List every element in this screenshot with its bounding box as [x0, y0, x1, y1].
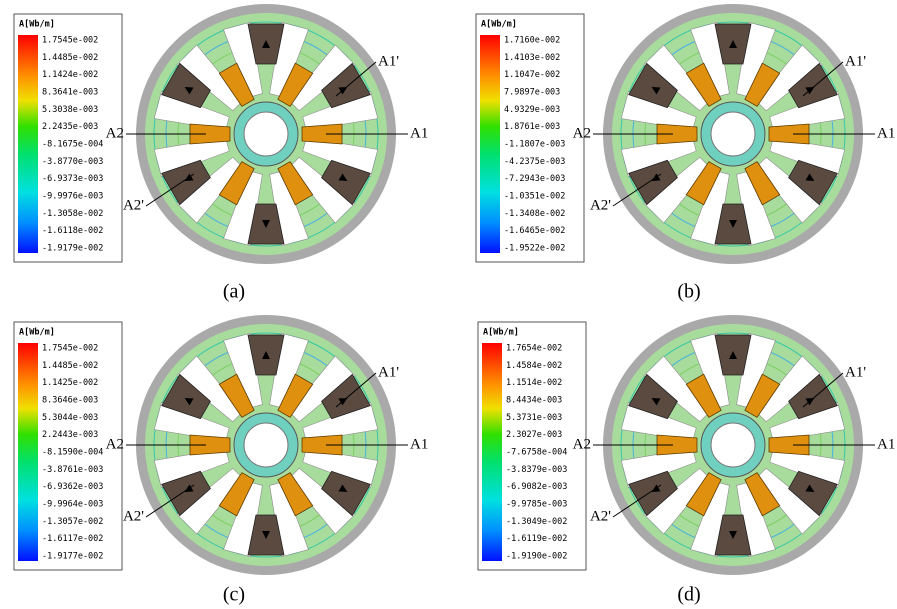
legend-label: -1.3058e-002 — [42, 209, 103, 219]
legend-label: 2.3027e-003 — [506, 430, 562, 440]
legend-label: -6.9082e-003 — [506, 482, 567, 492]
legend-title: A[Wb/m] — [481, 20, 517, 30]
legend-label: -3.8761e-003 — [42, 465, 103, 475]
coil-label: A1 — [410, 125, 428, 141]
legend-label: -3.8770e-003 — [42, 157, 103, 167]
legend-label: -1.3057e-002 — [42, 517, 103, 527]
legend-label: -1.3049e-002 — [506, 517, 567, 527]
colorbar — [482, 343, 502, 561]
caption: (c) — [223, 584, 245, 606]
legend-label: 5.3038e-003 — [42, 105, 98, 115]
legend-label: 4.9329e-003 — [504, 105, 560, 115]
colorbar — [18, 343, 38, 561]
legend-label: 1.4584e-002 — [506, 361, 562, 371]
shaft — [711, 423, 755, 467]
legend-label: 1.7654e-002 — [506, 344, 562, 354]
coil-label: A1' — [845, 53, 866, 69]
panel: A[Wb/m] 1.7654e-002 1.4584e-002 1.1514e-002… — [478, 315, 895, 606]
legend-title: A[Wb/m] — [19, 328, 55, 338]
legend-label: 5.3731e-003 — [506, 413, 562, 423]
legend-label: 1.1047e-002 — [504, 70, 560, 80]
legend-label: 1.7545e-002 — [42, 36, 98, 46]
legend-label: -9.9785e-003 — [506, 500, 567, 510]
legend-title: A[Wb/m] — [483, 328, 519, 338]
legend-label: -1.9522e-002 — [504, 244, 565, 254]
coil-label: A2 — [573, 125, 591, 141]
legend-label: 1.7160e-002 — [504, 36, 560, 46]
legend-label: 1.1514e-002 — [506, 378, 562, 388]
coil-label: A2' — [590, 508, 611, 524]
legend-label: -1.3408e-002 — [504, 209, 565, 219]
caption: (a) — [223, 281, 245, 303]
legend-label: -6.9373e-003 — [42, 174, 103, 184]
legend-label: 1.7545e-002 — [42, 344, 98, 354]
coil-label: A2 — [573, 436, 591, 452]
legend-label: -1.6465e-002 — [504, 226, 565, 236]
coil-label: A2' — [123, 197, 144, 213]
legend-label: 2.2435e-003 — [42, 122, 98, 132]
legend-label: -1.9179e-002 — [42, 244, 103, 254]
legend-label: -1.6119e-002 — [506, 534, 567, 544]
caption: (b) — [677, 281, 700, 303]
colorbar — [18, 35, 38, 253]
legend-label: 1.4103e-002 — [504, 53, 560, 63]
legend-label: -9.9964e-003 — [42, 500, 103, 510]
legend-label: 8.3641e-003 — [42, 88, 98, 98]
caption: (d) — [677, 584, 700, 606]
shaft — [244, 423, 288, 467]
legend-label: -1.9177e-002 — [42, 552, 103, 562]
coil-label: A1' — [378, 53, 399, 69]
coil-label: A1' — [378, 364, 399, 380]
coil-label: A2' — [123, 508, 144, 524]
legend-label: -1.6117e-002 — [42, 534, 103, 544]
legend-label: 1.8761e-003 — [504, 122, 560, 132]
legend-label: -7.2943e-003 — [504, 174, 565, 184]
coil-label: A2 — [106, 436, 124, 452]
legend-label: 5.3044e-003 — [42, 413, 98, 423]
legend-label: -3.8379e-003 — [506, 465, 567, 475]
panel: A[Wb/m] 1.7160e-002 1.4103e-002 1.1047e-002… — [476, 4, 895, 303]
legend-label: -1.6118e-002 — [42, 226, 103, 236]
coil-label: A1' — [845, 364, 866, 380]
panel: A[Wb/m] 1.7545e-002 1.4485e-002 1.1424e-002… — [14, 4, 428, 303]
colorbar — [480, 35, 500, 253]
legend-label: 8.4434e-003 — [506, 396, 562, 406]
shaft — [244, 112, 288, 156]
legend-title: A[Wb/m] — [19, 20, 55, 30]
legend-label: 7.9897e-003 — [504, 88, 560, 98]
coil-label: A1 — [877, 436, 895, 452]
legend-label: 1.1425e-002 — [42, 378, 98, 388]
legend-label: 2.2443e-003 — [42, 430, 98, 440]
legend-label: -6.9362e-003 — [42, 482, 103, 492]
legend-label: 8.3646e-003 — [42, 396, 98, 406]
legend-label: 1.4485e-002 — [42, 361, 98, 371]
legend-label: 1.4485e-002 — [42, 53, 98, 63]
legend-label: -1.1807e-003 — [504, 140, 565, 150]
legend-label: -7.6758e-004 — [506, 448, 567, 458]
coil-label: A1 — [410, 436, 428, 452]
legend-label: 1.1424e-002 — [42, 70, 98, 80]
coil-label: A2 — [106, 125, 124, 141]
legend-label: -8.1590e-004 — [42, 448, 103, 458]
legend-label: -4.2375e-003 — [504, 157, 565, 167]
legend-label: -9.9976e-003 — [42, 192, 103, 202]
legend-label: -1.0351e-002 — [504, 192, 565, 202]
legend-label: -8.1675e-004 — [42, 140, 103, 150]
coil-label: A1 — [877, 125, 895, 141]
panel: A[Wb/m] 1.7545e-002 1.4485e-002 1.1425e-002… — [14, 315, 428, 606]
legend-label: -1.9190e-002 — [506, 552, 567, 562]
coil-label: A2' — [590, 197, 611, 213]
figure: A[Wb/m] 1.7545e-002 1.4485e-002 1.1424e-002… — [0, 0, 897, 609]
shaft — [711, 112, 755, 156]
